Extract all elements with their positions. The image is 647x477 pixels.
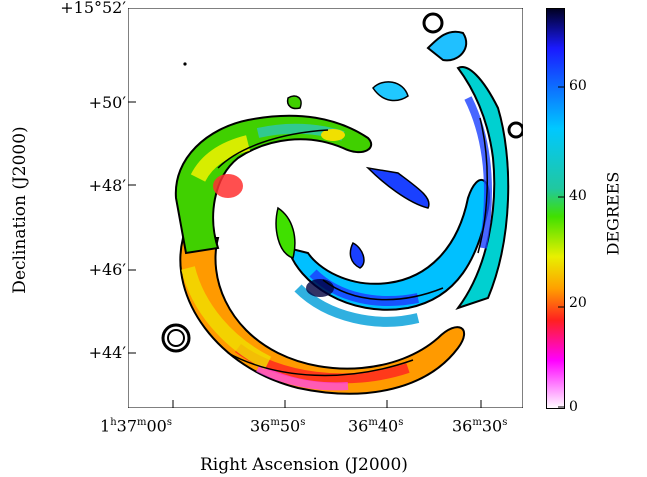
colorbar-gradient (546, 8, 565, 409)
galaxy-image-panel (127, 7, 524, 409)
colorbar-tick-label: 40 (569, 188, 587, 204)
axis-ticks (128, 101, 482, 408)
y-axis-title: Declination (J2000) (10, 126, 30, 294)
x-tick-label: 1h37m00s (100, 416, 172, 436)
x-tick-label: 36m30s (452, 416, 508, 436)
colorbar-tick-label: 60 (569, 78, 587, 94)
x-tick-label: 36m40s (348, 416, 404, 436)
x-axis-title: Right Ascension (J2000) (200, 455, 408, 475)
colorbar-title: DEGREES (603, 171, 623, 256)
y-tick-label: +46′ (88, 260, 126, 279)
galaxy-map (127, 7, 524, 409)
x-tick-label: 36m50s (250, 416, 306, 436)
colorbar (546, 8, 565, 409)
colorbar-tick-label: 20 (569, 295, 587, 311)
spiral-arms (161, 12, 523, 395)
colorbar-tick-label: 0 (569, 399, 578, 415)
y-tick-label: +44′ (88, 343, 126, 362)
y-tick-label: +48′ (88, 176, 126, 195)
y-tick-label: +15°52′ (60, 0, 126, 17)
y-tick-label: +50′ (88, 93, 126, 112)
